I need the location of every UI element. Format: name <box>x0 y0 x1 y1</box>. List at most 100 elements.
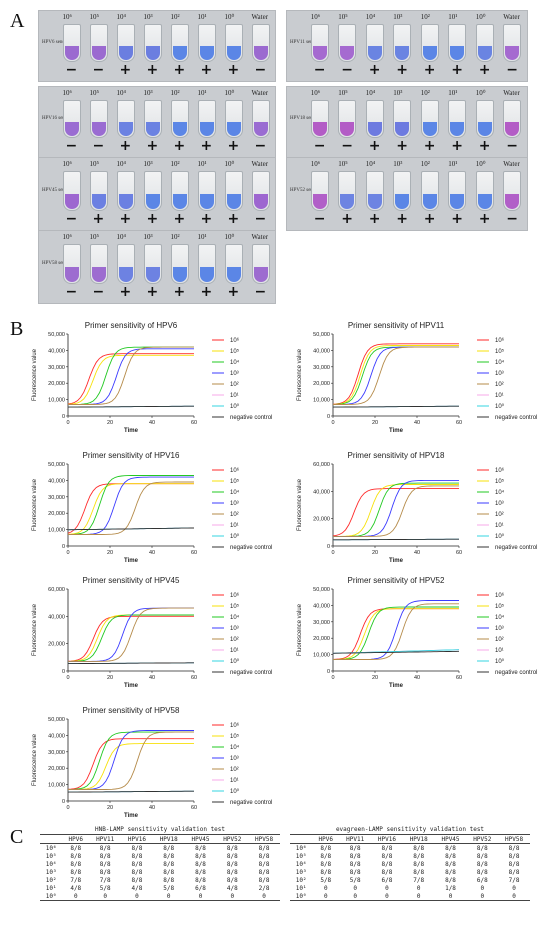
y-tick-label: 10,000 <box>48 398 65 404</box>
table-header-cell: HPV11 <box>346 835 365 843</box>
table-cell: 8/8 <box>131 868 143 876</box>
y-tick-label: 40,000 <box>313 348 330 354</box>
y-tick-label: 50,000 <box>313 587 330 593</box>
table-cell: 7/8 <box>508 876 520 884</box>
table-cell: 8/8 <box>226 860 238 868</box>
x-tick-label: 40 <box>414 420 420 426</box>
series-line <box>333 405 459 408</box>
tube-label: 10⁵ <box>89 13 99 21</box>
fluorescence-chart: Primer sensitivity of HPV58 0 10,000 20,000… <box>20 705 282 831</box>
tube <box>338 24 357 62</box>
x-tick-label: 0 <box>331 675 334 681</box>
table-cell: 6/8 <box>195 884 206 892</box>
table-cell: 10² <box>45 876 57 884</box>
table-cell: 7/8 <box>413 876 425 884</box>
table-header-cell: HPV11 <box>96 835 115 843</box>
y-tick-label: 50,000 <box>48 717 65 723</box>
result-sign: − <box>254 138 267 154</box>
table-cell: 8/8 <box>131 852 143 860</box>
legend-label: 10⁶ <box>230 467 240 474</box>
result-sign: + <box>423 211 436 227</box>
series-line <box>332 650 460 654</box>
result-sign: − <box>341 138 353 154</box>
table-row: 10² 7/8 7/8 8/8 8/8 8/8 8/8 8/8 <box>40 876 280 884</box>
y-tick-label: 10,000 <box>48 783 65 789</box>
table-row: 10² 5/8 5/8 6/8 7/8 8/8 6/8 7/8 <box>290 876 530 884</box>
table-row: 10³ 8/8 8/8 8/8 8/8 8/8 8/8 8/8 <box>290 868 530 876</box>
table-cell: 8/8 <box>131 876 143 884</box>
y-tick-label: 30,000 <box>48 495 65 501</box>
tube-label: Water <box>503 89 520 97</box>
series-line <box>332 343 459 405</box>
tube-label: 10³ <box>143 233 153 241</box>
x-tick-label: 60 <box>456 675 462 681</box>
tube-liquid <box>199 121 214 136</box>
legend-label: 10² <box>495 382 504 388</box>
y-tick-label: 10,000 <box>313 398 330 404</box>
tube-liquid <box>367 193 382 209</box>
result-sign: + <box>119 62 132 78</box>
table-row: 10⁶ 8/8 8/8 8/8 8/8 8/8 8/8 8/8 <box>290 844 530 853</box>
result-sign: + <box>396 211 408 227</box>
tube-liquid <box>118 45 133 60</box>
tube <box>393 171 412 211</box>
table-caption: evagreen-LAMP sensitivity validation tes… <box>335 826 485 833</box>
series-line <box>67 475 194 535</box>
tube <box>475 24 494 62</box>
table-cell: 4/8 <box>226 884 238 892</box>
table-cell: 10⁰ <box>45 892 57 900</box>
y-tick-label: 20,000 <box>48 642 65 648</box>
x-tick-label: 40 <box>149 420 155 426</box>
tube-label: 10⁰ <box>475 160 486 168</box>
tube-liquid <box>253 121 268 136</box>
tube-label: 10⁶ <box>310 89 321 97</box>
tube-label: 10⁵ <box>89 89 99 97</box>
chart-title: Primer sensitivity of HPV16 <box>83 451 180 460</box>
y-tick-label: 50,000 <box>313 332 330 338</box>
table-cell: 0 <box>135 892 139 900</box>
result-sign: + <box>146 211 159 227</box>
tube-liquid <box>172 193 187 209</box>
tube <box>116 24 135 62</box>
legend-label: 10⁶ <box>495 337 505 344</box>
tube <box>116 100 135 138</box>
legend-label: 10⁵ <box>495 603 505 610</box>
series-line <box>67 731 194 790</box>
chart-title: Primer sensitivity of HPV58 <box>83 706 180 715</box>
tube-label: 10¹ <box>448 13 458 21</box>
result-sign: + <box>227 284 240 300</box>
table-row: 10¹ 4/8 5/8 4/8 5/8 6/8 4/8 2/8 <box>40 884 280 892</box>
fluorescence-chart: Primer sensitivity of HPV45 0 20,000 40,000… <box>20 575 282 701</box>
x-tick-label: 0 <box>331 550 334 556</box>
series-line <box>67 483 194 535</box>
table-cell: 0 <box>416 892 421 900</box>
table-cell: 0 <box>323 884 328 892</box>
table-header-cell: HPV52 <box>473 835 492 843</box>
y-tick-label: 50,000 <box>48 462 65 468</box>
result-sign: + <box>92 211 105 227</box>
result-sign: − <box>65 62 78 78</box>
table-cell: 8/8 <box>99 852 111 860</box>
tube <box>170 171 189 211</box>
result-sign: + <box>478 211 491 227</box>
series-line <box>333 485 459 537</box>
series-line <box>68 730 194 790</box>
x-tick-label: 0 <box>331 420 334 426</box>
y-tick-label: 20,000 <box>48 766 65 772</box>
tube-label: 10¹ <box>197 13 207 21</box>
x-tick-label: 20 <box>107 805 113 811</box>
table-cell: 8/8 <box>413 860 425 868</box>
tube-label: 10⁵ <box>89 233 99 241</box>
table-row: 10⁴ 8/8 8/8 8/8 8/8 8/8 8/8 8/8 <box>40 860 280 868</box>
y-axis-label: Fluorescence value <box>32 348 38 401</box>
legend-label: 10⁵ <box>230 603 240 610</box>
result-sign: + <box>368 62 381 78</box>
x-axis-label: Time <box>389 683 404 689</box>
table-cell: 1/8 <box>445 884 456 892</box>
tube-label: 10⁵ <box>338 89 348 97</box>
tube-label: 10² <box>170 233 180 241</box>
tube-liquid <box>395 193 410 209</box>
x-tick-label: 60 <box>191 805 197 811</box>
table-cell: 8/8 <box>226 852 238 860</box>
result-sign: + <box>173 62 186 78</box>
